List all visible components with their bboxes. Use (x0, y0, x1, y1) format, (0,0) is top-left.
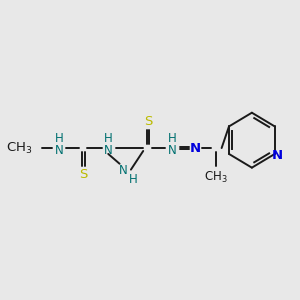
Text: N: N (272, 149, 283, 162)
Text: S: S (80, 168, 88, 181)
Text: H: H (128, 173, 137, 186)
Text: CH$_3$: CH$_3$ (6, 140, 33, 156)
Text: S: S (144, 115, 152, 128)
Text: N: N (168, 143, 177, 157)
Text: N: N (119, 164, 128, 177)
Text: H: H (168, 132, 177, 145)
Text: CH$_3$: CH$_3$ (204, 170, 228, 185)
Text: H: H (104, 132, 112, 145)
Text: H: H (55, 132, 64, 145)
Text: N: N (104, 143, 112, 157)
Text: N: N (190, 142, 201, 154)
Text: N: N (55, 143, 64, 157)
